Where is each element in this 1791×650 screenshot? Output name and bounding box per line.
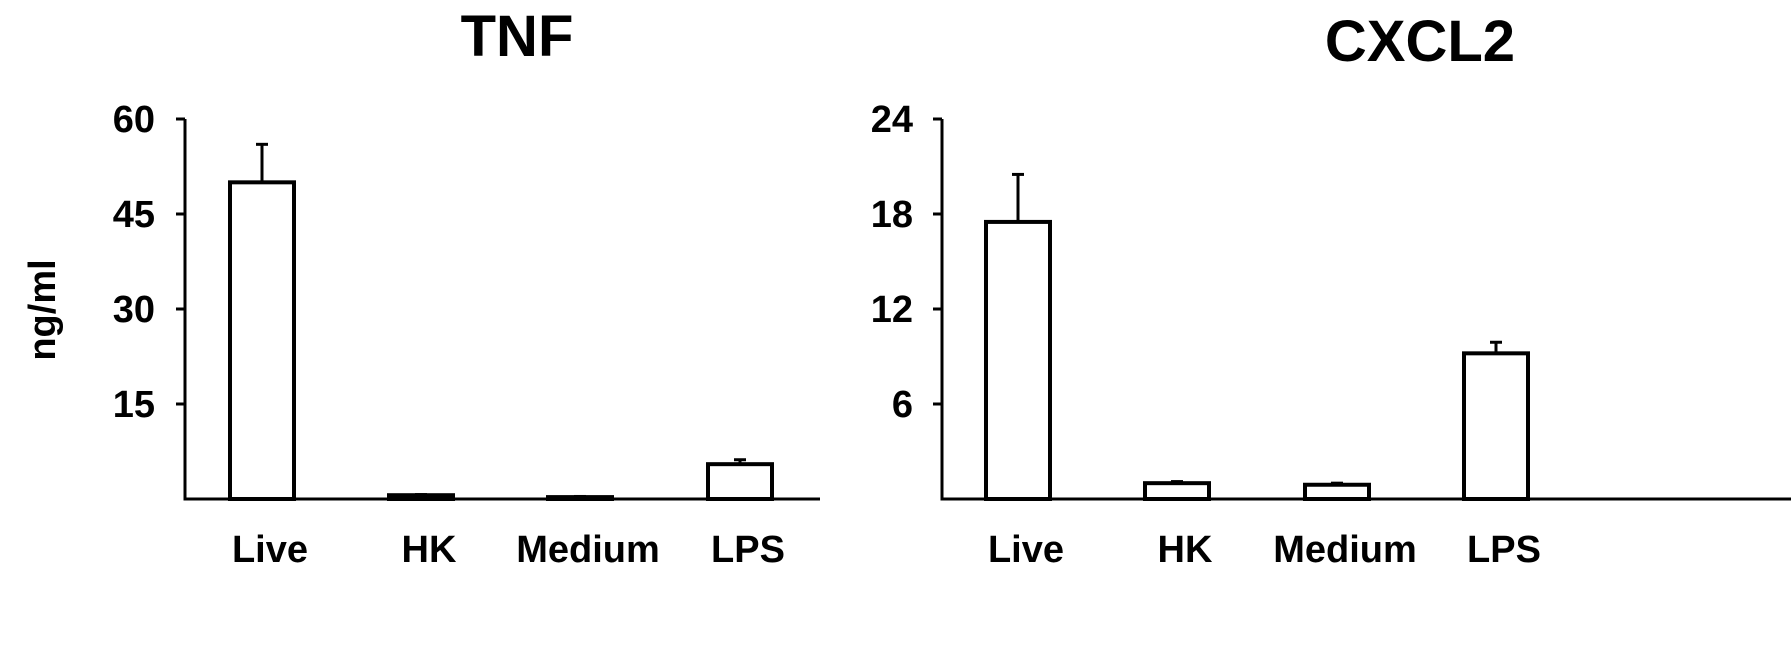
panel-2-bar-lps (1462, 351, 1530, 502)
panel-1-bar-live (228, 180, 296, 501)
panel-2-bar-live (984, 219, 1052, 502)
panel-1-title: TNF (461, 4, 574, 69)
panel-1-y-tick-label: 30 (113, 289, 155, 331)
panel-1-bar-lps (706, 462, 774, 501)
panel-1-category-label: Medium (516, 529, 660, 571)
y-axis-label: ng/ml (22, 259, 64, 360)
panel-2-title: CXCL2 (1325, 9, 1515, 74)
panel-2-category-label: Medium (1273, 529, 1417, 571)
panel-1-category-label: Live (232, 529, 308, 571)
panel-2-y-tick-label: 18 (871, 194, 913, 236)
panel-2-category-label: Live (988, 529, 1064, 571)
panel-2-category-label: HK (1158, 529, 1213, 571)
panel-1-y-tick-label: 15 (113, 384, 155, 426)
panel-1-y-tick-label: 60 (113, 99, 155, 141)
panel-1-category-label: HK (402, 529, 457, 571)
panel-2-bar-medium (1303, 482, 1371, 501)
panel-2-y-tick-label: 24 (871, 99, 913, 141)
panel-1-category-label: LPS (711, 529, 785, 571)
panel-2-category-label: LPS (1467, 529, 1541, 571)
panel-2-bar-hk (1143, 481, 1211, 501)
panel-1-y-tick-label: 45 (113, 194, 155, 236)
panel-2-y-tick-label: 12 (871, 289, 913, 331)
panel-2-y-tick-label: 6 (892, 384, 913, 426)
